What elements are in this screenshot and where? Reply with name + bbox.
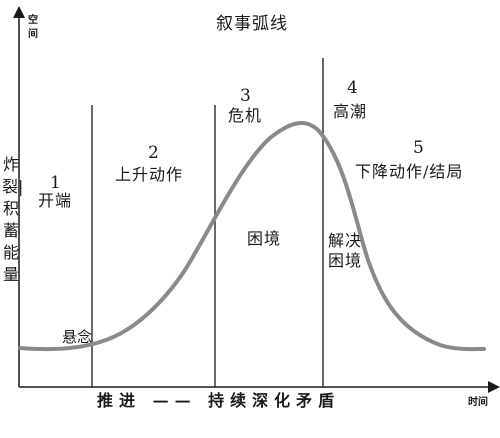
section-2-number: 2 [148,145,159,162]
side-label: 炸裂|积蓄能量 [2,154,20,286]
section-1-label: 开端 [38,193,72,209]
section-3-label: 危机 [228,108,262,124]
section-4-number: 4 [347,80,358,97]
section-4-label: 高潮 [333,104,367,120]
section-1-number: 1 [50,175,61,192]
diagram-title: 叙事弧线 [216,16,288,33]
section-2-label: 上升动作 [115,167,183,183]
y-axis-label: 空间 [27,14,39,42]
x-axis-label: 时间 [468,398,488,408]
section-5-label: 下降动作/结局 [355,164,463,180]
suspense-label: 悬念 [62,330,92,345]
resolve-plight-label: 解决困境 [328,231,364,271]
section-3-number: 3 [240,88,251,105]
bottom-caption: 推进 —— 持续深化矛盾 [97,393,340,409]
section-5-number: 5 [413,140,424,157]
plight-label: 困境 [247,231,281,247]
